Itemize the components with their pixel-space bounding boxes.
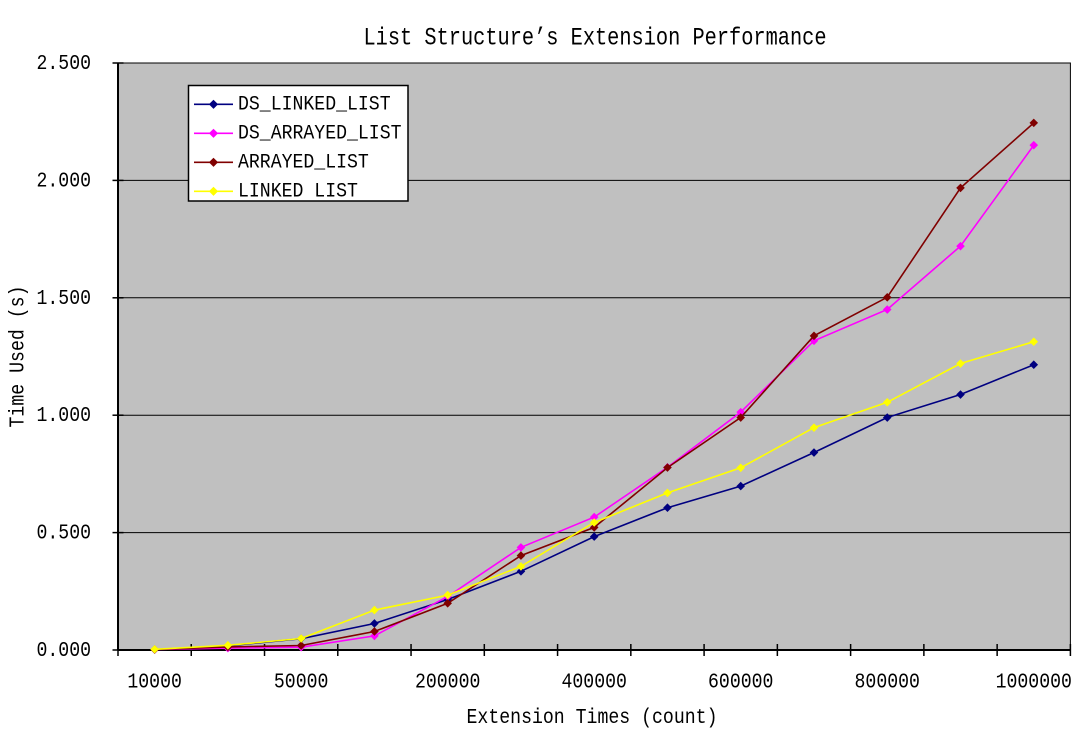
- legend-label: DS_LINKED_LIST: [238, 93, 391, 116]
- x-tick-label: 200000: [415, 672, 480, 695]
- series-marker: [956, 183, 965, 193]
- y-tick-label: 0.000: [37, 640, 92, 663]
- series-marker: [663, 503, 672, 513]
- series-marker: [882, 413, 892, 422]
- y-tick-label: 1.000: [37, 405, 92, 428]
- legend-entry: DS_LINKED_LIST: [194, 93, 391, 116]
- series-marker: [589, 532, 599, 541]
- legend-entry: ARRAYED_LIST: [194, 151, 369, 174]
- series-marker: [882, 293, 892, 302]
- series-linked-list: [150, 337, 1039, 654]
- y-tick-label: 2.000: [37, 170, 92, 193]
- series-marker: [1029, 360, 1039, 370]
- series-marker: [443, 598, 452, 608]
- series-marker: [1029, 118, 1039, 128]
- x-tick-label: 10000: [127, 672, 182, 695]
- x-tick-label: 50000: [274, 672, 329, 695]
- series-marker: [956, 359, 965, 368]
- series-marker: [589, 518, 599, 527]
- legend-marker: [208, 186, 219, 196]
- series-marker: [956, 241, 965, 251]
- series-marker: [223, 641, 233, 650]
- series-marker: [882, 305, 892, 314]
- y-tick-label: 2.500: [37, 53, 92, 76]
- series-marker: [516, 562, 526, 571]
- legend-entry: DS_ARRAYED_LIST: [194, 122, 402, 145]
- series-marker: [516, 543, 526, 552]
- legend: DS_LINKED_LIST DS_ARRAYED_LIST ARRAYED_LIS…: [187, 84, 409, 203]
- y-tick-labels: 0.000 0.500 1.000 1.500 2.000 2.500: [37, 53, 92, 663]
- series-marker: [736, 481, 746, 491]
- x-tick-label: 600000: [708, 672, 773, 695]
- legend-marker: [208, 157, 219, 167]
- series-marker: [296, 634, 306, 643]
- x-tick-label: 800000: [855, 672, 920, 695]
- series-marker: [809, 331, 819, 341]
- series-marker: [589, 512, 599, 522]
- x-tick-label: 1000000: [996, 672, 1072, 695]
- legend-entry: LINKED LIST: [194, 180, 358, 203]
- legend-label: DS_ARRAYED_LIST: [238, 122, 402, 145]
- series-marker: [370, 605, 379, 615]
- chart-title: List Structure’s Extension Performance: [364, 24, 827, 53]
- data-series: [150, 118, 1039, 654]
- series-marker: [809, 336, 819, 346]
- legend-marker: [208, 128, 219, 138]
- series-marker: [516, 567, 526, 576]
- x-tick-label: 400000: [562, 672, 627, 695]
- series-marker: [370, 631, 379, 641]
- series-marker: [736, 463, 746, 473]
- series-marker: [443, 590, 452, 600]
- y-axis-title: Time Used (s): [8, 286, 31, 428]
- series-marker: [663, 488, 672, 498]
- legend-marker: [208, 99, 219, 109]
- series-marker: [516, 551, 526, 560]
- series-marker: [809, 423, 819, 432]
- x-axis-title: Extension Times (count): [467, 707, 718, 730]
- series-marker: [809, 448, 819, 457]
- series-marker: [1029, 337, 1039, 347]
- legend-label: LINKED LIST: [238, 180, 358, 203]
- x-tick-labels: 10000 50000 200000 400000 600000 800000 100000…: [127, 672, 1072, 695]
- series-marker: [956, 390, 965, 399]
- series-marker: [1029, 140, 1039, 150]
- series-marker: [736, 413, 746, 422]
- series-marker: [370, 619, 379, 628]
- series-marker: [882, 397, 892, 407]
- series-marker: [663, 463, 672, 472]
- series-marker: [589, 523, 599, 532]
- series-marker: [296, 641, 306, 650]
- legend-entries: DS_LINKED_LIST DS_ARRAYED_LIST ARRAYED_LIS…: [194, 93, 402, 203]
- series-marker: [150, 644, 159, 654]
- legend-label: ARRAYED_LIST: [238, 151, 369, 174]
- y-tick-label: 0.500: [37, 523, 92, 546]
- series-marker: [370, 627, 379, 636]
- y-tick-label: 1.500: [37, 288, 92, 311]
